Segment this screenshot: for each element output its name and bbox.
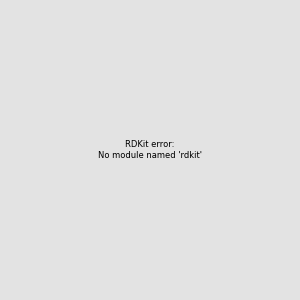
- Text: RDKit error:
No module named 'rdkit': RDKit error: No module named 'rdkit': [98, 140, 202, 160]
